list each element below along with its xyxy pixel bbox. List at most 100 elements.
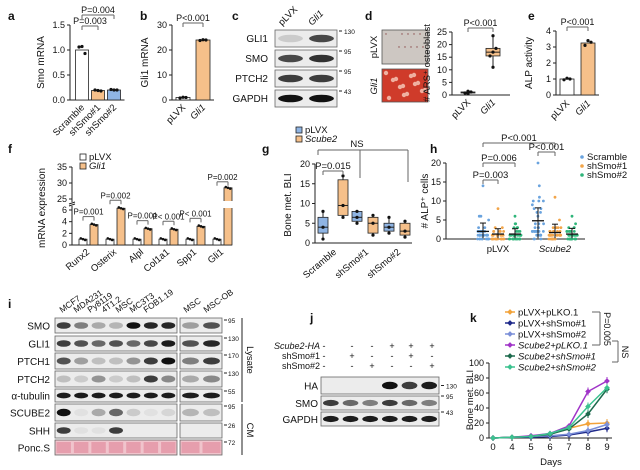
blot-row-label: α-tubulin: [11, 392, 50, 403]
x-tick-label: pLVX: [449, 97, 473, 121]
data-point: [190, 238, 194, 242]
y-tick-label: 15: [431, 177, 441, 187]
lane-label: Gli1: [306, 8, 326, 28]
condition-sign: -: [410, 361, 413, 371]
data-point: [549, 233, 553, 237]
data-point: [463, 91, 467, 95]
data-point: [551, 237, 555, 241]
data-point: [115, 88, 119, 92]
mw-label: 55: [228, 389, 236, 396]
y-tick-label: 4: [62, 217, 67, 227]
protein-band: [91, 340, 106, 347]
legend-label: pLVX+pLKO.1: [518, 308, 578, 319]
protein-band: [309, 54, 334, 63]
protein-band: [421, 399, 438, 407]
data-point: [403, 235, 407, 239]
x-tick-label: 6: [547, 442, 552, 453]
data-point: [341, 174, 345, 178]
data-point: [565, 230, 569, 233]
blot-row-2-right: [179, 352, 223, 370]
legend-label: Gli1: [89, 161, 106, 172]
data-point: [530, 203, 534, 207]
condition-sign: -: [371, 351, 374, 361]
x-axis-label: Days: [540, 457, 562, 468]
data-point: [498, 230, 502, 233]
data-point: [83, 238, 87, 242]
data-point: [516, 237, 520, 241]
condition-sign: +: [349, 351, 354, 361]
mw-label: 130: [446, 384, 457, 391]
data-point: [553, 237, 557, 241]
protein-band: [126, 392, 141, 399]
data-point: [94, 224, 98, 227]
legend-label: Scube2+shSmo#1: [518, 352, 596, 363]
condition-sign: +: [408, 351, 413, 361]
x-tick-label: Alpl: [127, 247, 146, 266]
data-point: [201, 38, 205, 42]
box-scube2-scramble: [337, 179, 349, 216]
protein-band: [56, 357, 71, 365]
protein-band: [74, 427, 89, 434]
lane-label: MSC-OB: [201, 287, 235, 315]
protein-band: [109, 408, 123, 417]
data-point: [321, 225, 325, 229]
ponceau-lane: [126, 442, 141, 453]
protein-band: [278, 34, 303, 43]
stain-speck: [419, 33, 421, 35]
data-point: [566, 424, 572, 431]
image-label: Gli1: [369, 78, 380, 95]
y-axis-label: Gli1 mRNA: [140, 37, 151, 87]
mw-label: 95: [344, 49, 352, 56]
box-plvx-scramble: [317, 216, 329, 234]
x-tick-label: Gli1: [206, 247, 226, 266]
legend-swatch-scube2: [295, 135, 303, 143]
data-point: [148, 228, 152, 231]
x-tick-label: shSmo#1: [333, 247, 371, 281]
legend-label: shSmo#1: [587, 161, 627, 172]
mw-label: 72: [228, 440, 236, 447]
legend-swatch-gli1: [79, 162, 87, 170]
legend-marker: [580, 164, 584, 168]
data-point: [341, 215, 345, 219]
data-point: [556, 226, 560, 230]
data-point: [518, 237, 522, 241]
condition-sign: -: [371, 341, 374, 351]
data-point: [533, 237, 536, 241]
data-point: [490, 237, 494, 241]
data-point: [528, 433, 534, 440]
stain-spot: [422, 87, 428, 93]
bar-plvx: [559, 78, 575, 96]
protein-band: [309, 94, 334, 103]
data-point: [90, 222, 94, 226]
panel-label-f: f: [8, 142, 13, 156]
data-point: [507, 237, 511, 241]
y-tick-label: 6: [62, 205, 67, 215]
y-tick-label: 60: [474, 388, 484, 398]
blot-row-0-right: [179, 317, 223, 334]
data-point: [112, 88, 116, 92]
legend-marker: [507, 320, 513, 326]
lane-label: pLVX: [276, 4, 300, 28]
mw-label: 26: [228, 423, 236, 430]
data-point: [534, 230, 538, 233]
x-tick-label: Gli1: [573, 98, 593, 118]
stain-speck: [398, 46, 400, 48]
data-point: [533, 222, 537, 226]
data-point: [137, 238, 141, 242]
protein-band: [182, 392, 199, 399]
condition-sign: -: [391, 361, 394, 371]
data-point: [537, 199, 541, 203]
x-tick-label: 0: [490, 442, 495, 453]
protein-band: [143, 357, 158, 365]
y-axis-label: # ARS⁺ osteoblast: [422, 24, 433, 102]
stain-speck: [410, 46, 412, 48]
p-value-annotation: P=0.001: [127, 212, 158, 221]
y-tick-label: 100: [469, 358, 484, 368]
data-point: [583, 43, 587, 48]
protein-band: [182, 322, 199, 329]
protein-band: [309, 34, 334, 43]
protein-band: [203, 357, 220, 365]
y-tick-label: 2: [546, 58, 551, 68]
data-point: [487, 218, 491, 222]
blot-row-label: PTCH1: [17, 357, 50, 368]
